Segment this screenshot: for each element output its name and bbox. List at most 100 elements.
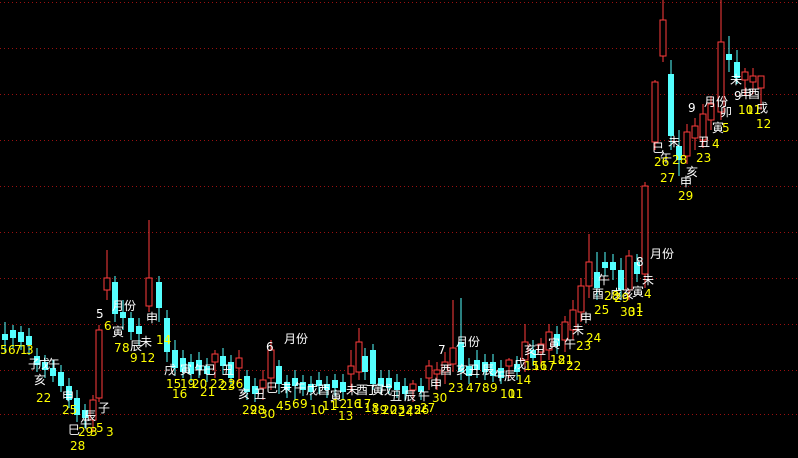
candle-2 bbox=[18, 326, 24, 350]
candle-body bbox=[505, 359, 513, 367]
candle-body bbox=[602, 262, 608, 268]
marker-label-52: 申 bbox=[580, 311, 592, 325]
date-label-106: 4 bbox=[276, 399, 284, 413]
candle-body bbox=[577, 285, 585, 313]
candle-24 bbox=[196, 352, 202, 378]
candle-body bbox=[585, 261, 593, 287]
candle-37 bbox=[300, 375, 306, 396]
candle-body bbox=[569, 309, 577, 331]
marker-label-21: 丑 bbox=[254, 387, 266, 401]
candle-body bbox=[498, 368, 504, 378]
candle-5 bbox=[42, 355, 48, 378]
date-label-147: 1 bbox=[636, 301, 644, 315]
candle-4 bbox=[34, 348, 40, 372]
date-label-99: 21 bbox=[200, 385, 215, 399]
date-label-117: 19 bbox=[372, 403, 387, 417]
candle-body bbox=[691, 125, 699, 139]
date-label-127: 4 bbox=[466, 381, 474, 395]
candle-38 bbox=[308, 376, 314, 400]
candle-body bbox=[409, 383, 417, 391]
date-label-95: 15 bbox=[166, 377, 181, 391]
date-label-97: 19 bbox=[180, 377, 195, 391]
candle-body bbox=[252, 386, 258, 394]
marker-label-38: 申 bbox=[430, 377, 442, 391]
date-label-121: 25 bbox=[406, 403, 421, 417]
candle-body bbox=[707, 103, 715, 121]
date-label-120: 24 bbox=[398, 405, 413, 419]
marker-label-2: 亥 bbox=[34, 373, 46, 387]
marker-label-8: 子 bbox=[98, 401, 110, 415]
candle-body bbox=[10, 330, 16, 338]
candle-39 bbox=[316, 372, 322, 394]
candle-67 bbox=[537, 338, 545, 366]
candle-33 bbox=[267, 340, 275, 390]
candle-88 bbox=[707, 96, 715, 130]
candle-body bbox=[659, 19, 667, 57]
candle-body bbox=[641, 185, 649, 275]
candle-52 bbox=[418, 378, 424, 400]
candle-75 bbox=[602, 252, 608, 276]
marker-label-10: 月份 bbox=[112, 299, 136, 313]
candle-19 bbox=[156, 276, 162, 322]
candle-73 bbox=[585, 234, 593, 298]
candle-70 bbox=[561, 316, 569, 352]
marker-label-71: 卯 bbox=[720, 105, 732, 119]
candle-83 bbox=[668, 60, 674, 150]
candle-66 bbox=[530, 340, 536, 366]
date-label-118: 20 bbox=[382, 403, 397, 417]
marker-label-73: 9 bbox=[734, 89, 742, 103]
candle-45 bbox=[362, 348, 368, 380]
candle-body bbox=[618, 270, 624, 290]
date-label-129: 8 bbox=[482, 381, 490, 395]
candle-16 bbox=[128, 312, 134, 340]
candle-22 bbox=[180, 350, 186, 378]
candle-42 bbox=[340, 374, 346, 400]
candle-body bbox=[634, 262, 640, 274]
candle-20 bbox=[164, 310, 170, 362]
candle-body bbox=[490, 362, 496, 376]
marker-label-72: 未 bbox=[730, 73, 742, 87]
marker-label-40: 月份 bbox=[456, 335, 480, 349]
marker-label-27: 戊 bbox=[306, 383, 318, 397]
date-label-113: 13 bbox=[338, 409, 353, 423]
candle-90 bbox=[726, 36, 732, 72]
candle-body bbox=[267, 349, 275, 379]
candle-body bbox=[300, 382, 306, 390]
marker-label-50: 寅 bbox=[548, 336, 560, 351]
candle-69 bbox=[554, 326, 560, 354]
date-label-157: 11 bbox=[746, 103, 761, 117]
candle-81 bbox=[651, 80, 659, 150]
marker-label-75: 酉 bbox=[748, 87, 760, 101]
candle-body bbox=[103, 277, 111, 291]
candle-93 bbox=[749, 68, 757, 94]
candle-30 bbox=[244, 370, 250, 400]
date-label-146: 31 bbox=[628, 305, 643, 319]
marker-label-29: 寅 bbox=[330, 388, 342, 403]
date-label-135: 16 bbox=[532, 359, 547, 373]
candle-body bbox=[211, 353, 219, 363]
candle-7 bbox=[58, 365, 64, 392]
candle-26 bbox=[211, 350, 219, 378]
marker-label-58: 寅 bbox=[632, 284, 644, 299]
candle-84 bbox=[676, 130, 682, 176]
candle-body bbox=[545, 331, 553, 351]
date-label-94: 14 bbox=[156, 333, 171, 347]
date-label-143: 28 bbox=[604, 289, 619, 303]
candle-36 bbox=[292, 370, 298, 400]
candle-body bbox=[537, 343, 545, 353]
marker-label-9: 5 bbox=[96, 307, 104, 321]
date-label-131: 10 bbox=[500, 387, 515, 401]
candle-body bbox=[530, 350, 536, 358]
candle-body bbox=[74, 398, 80, 415]
marker-label-20: 亥 bbox=[238, 387, 250, 401]
date-label-78: 6 bbox=[8, 343, 16, 357]
candle-47 bbox=[378, 370, 384, 394]
candle-body bbox=[676, 146, 682, 160]
candle-body bbox=[386, 378, 392, 388]
date-label-82: 22 bbox=[36, 391, 51, 405]
candle-44 bbox=[355, 328, 363, 380]
candle-body bbox=[482, 362, 488, 372]
marker-label-19: 丑 bbox=[222, 363, 234, 377]
marker-label-64: 午 bbox=[660, 151, 672, 165]
candle-body bbox=[244, 376, 250, 392]
